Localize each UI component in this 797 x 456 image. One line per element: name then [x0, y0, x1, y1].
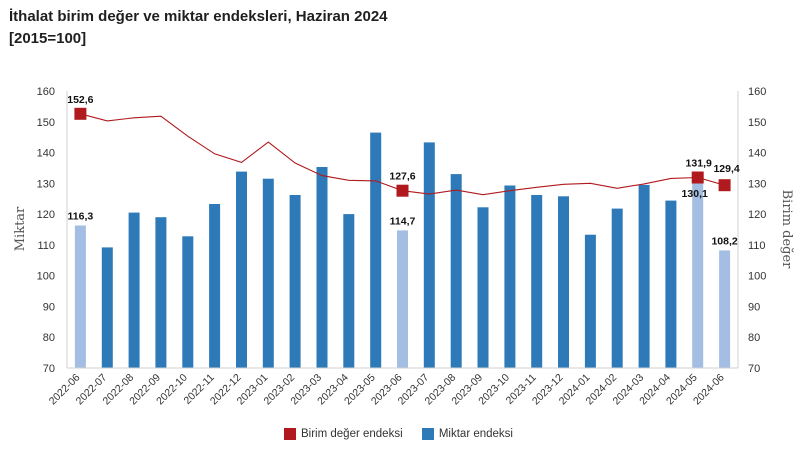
y-tick-left-160: 160	[37, 86, 55, 98]
y-tick-left-90: 90	[43, 301, 55, 313]
bar-2022-07	[102, 247, 113, 368]
legend-item-miktar[interactable]: Miktar endeksi	[422, 428, 513, 440]
legend-item-birim-deger[interactable]: Birim değer endeksi	[284, 428, 403, 440]
y-tick-right-80: 80	[748, 332, 760, 344]
y-tick-left-100: 100	[37, 271, 55, 283]
y-axis-left-title: Miktar	[13, 206, 28, 251]
bar-2023-12	[558, 196, 569, 368]
y-tick-right-120: 120	[748, 209, 766, 221]
data-label-birim-2022-06: 152,6	[67, 94, 93, 106]
bar-2024-02	[612, 209, 623, 368]
bar-series-miktar	[75, 133, 730, 368]
bar-2023-09	[478, 207, 489, 368]
y-tick-right-130: 130	[748, 178, 766, 190]
y-tick-right-150: 150	[748, 117, 766, 129]
y-tick-left-130: 130	[37, 178, 55, 190]
data-label-birim-2023-06: 127,6	[389, 171, 415, 183]
bar-2024-04	[665, 201, 676, 368]
data-label-miktar-2022-06: 116,3	[68, 211, 94, 223]
bar-2023-11	[531, 195, 542, 368]
y-tick-right-140: 140	[748, 148, 766, 160]
bar-2023-01	[263, 179, 274, 368]
line-marker-2022-06	[74, 108, 86, 120]
bar-2022-12	[236, 172, 247, 368]
bar-2023-04	[343, 214, 354, 368]
legend-swatch-birim-deger	[284, 428, 296, 440]
bar-2024-01	[585, 235, 596, 368]
y-tick-right-110: 110	[748, 240, 766, 252]
bar-2022-10	[182, 236, 193, 368]
bar-2023-10	[504, 186, 515, 369]
line-marker-2023-06	[397, 185, 409, 197]
bar-2023-03	[317, 167, 328, 368]
bar-2022-09	[155, 217, 166, 368]
y-tick-right-100: 100	[748, 271, 766, 283]
legend-swatch-miktar	[422, 428, 434, 440]
y-tick-left-70: 70	[43, 363, 55, 375]
y-tick-left-110: 110	[37, 240, 55, 252]
bar-2024-03	[639, 185, 650, 368]
line-marker-2024-06	[719, 179, 731, 191]
bar-2023-05	[370, 133, 381, 368]
legend-label-miktar: Miktar endeksi	[439, 428, 513, 440]
y-tick-right-70: 70	[748, 363, 760, 375]
bar-2022-08	[129, 213, 140, 368]
bar-2022-11	[209, 204, 220, 368]
data-label-birim-2024-05: 131,9	[686, 158, 712, 170]
bar-2023-07	[424, 142, 435, 368]
data-label-miktar-2024-06: 108,2	[711, 235, 737, 247]
line-series-birim-deger	[74, 108, 730, 197]
legend: Birim değer endeksi Miktar endeksi	[0, 428, 797, 443]
line-marker-2024-05	[692, 172, 704, 184]
legend-label-birim-deger: Birim değer endeksi	[301, 428, 403, 440]
y-axis-right-title: Birim değer	[779, 190, 794, 270]
data-label-birim-2024-06: 129,4	[713, 163, 739, 175]
y-tick-left-80: 80	[43, 332, 55, 344]
data-label-miktar-2023-06: 114,7	[390, 215, 416, 227]
y-tick-left-150: 150	[37, 117, 55, 129]
y-tick-left-140: 140	[37, 148, 55, 160]
y-tick-left-120: 120	[37, 209, 55, 221]
y-tick-right-160: 160	[748, 86, 766, 98]
bar-2023-02	[290, 195, 301, 368]
bar-2023-08	[451, 174, 462, 368]
bar-2023-06	[397, 230, 408, 368]
bar-2024-06	[719, 250, 730, 368]
data-label-miktar-2024-05: 130,1	[682, 188, 708, 200]
y-tick-right-90: 90	[748, 301, 760, 313]
bar-2022-06	[75, 226, 86, 369]
bar-2024-05	[692, 183, 703, 368]
